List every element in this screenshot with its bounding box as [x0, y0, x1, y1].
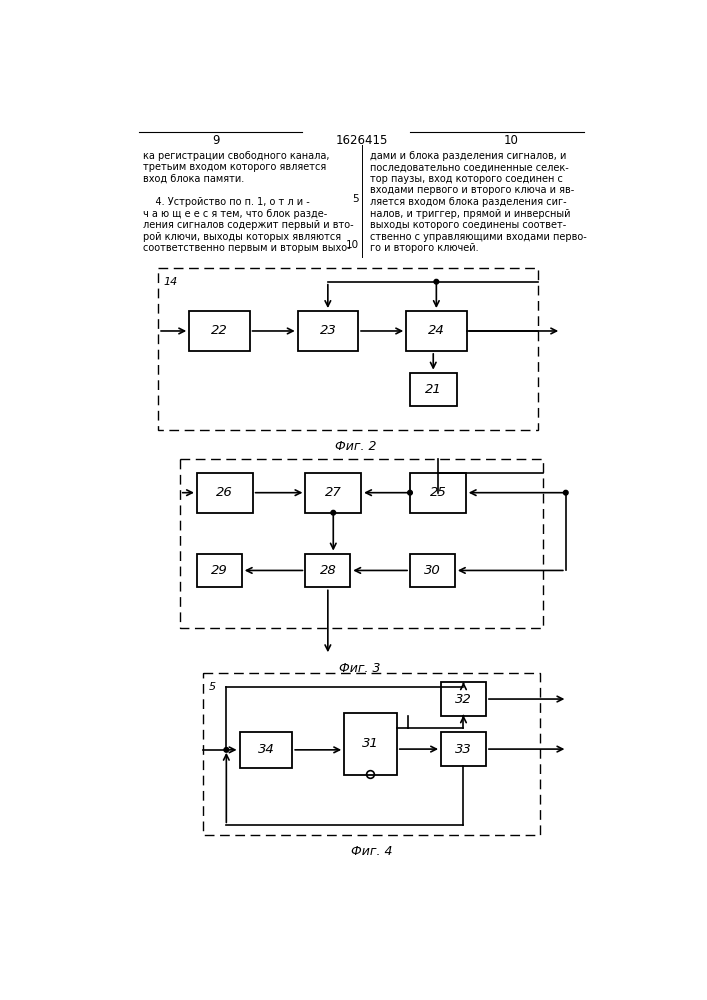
Text: дами и блока разделения сигналов, и: дами и блока разделения сигналов, и	[370, 151, 566, 161]
Bar	[410, 554, 455, 587]
Text: ственно с управляющими входами перво-: ственно с управляющими входами перво-	[370, 232, 586, 242]
Text: 26: 26	[216, 486, 233, 499]
Bar	[189, 311, 250, 351]
Text: 10: 10	[503, 134, 518, 147]
Text: налов, и триггер, прямой и инверсный: налов, и триггер, прямой и инверсный	[370, 209, 571, 219]
Bar	[158, 268, 538, 430]
Text: соответственно первым и вторым выхо-: соответственно первым и вторым выхо-	[143, 243, 350, 253]
Text: го и второго ключей.: го и второго ключей.	[370, 243, 479, 253]
Circle shape	[331, 510, 336, 515]
Text: ляется входом блока разделения сиг-: ляется входом блока разделения сиг-	[370, 197, 566, 207]
Text: тор паузы, вход которого соединен с: тор паузы, вход которого соединен с	[370, 174, 563, 184]
Bar	[410, 473, 466, 513]
Bar	[305, 554, 351, 587]
Text: ления сигналов содержит первый и вто-: ления сигналов содержит первый и вто-	[143, 220, 354, 230]
Text: Фиг. 4: Фиг. 4	[351, 845, 392, 858]
Text: 34: 34	[257, 743, 274, 756]
Text: 9: 9	[213, 134, 220, 147]
Circle shape	[563, 490, 568, 495]
Bar	[240, 732, 292, 768]
Bar	[406, 311, 467, 351]
Text: 21: 21	[425, 383, 442, 396]
Text: 14: 14	[163, 277, 177, 287]
Text: 30: 30	[424, 564, 441, 577]
Text: 5: 5	[352, 194, 359, 204]
Text: 28: 28	[320, 564, 337, 577]
Bar	[441, 732, 486, 766]
Text: 33: 33	[455, 743, 472, 756]
Text: Фиг. 2: Фиг. 2	[335, 440, 377, 453]
Bar	[180, 459, 542, 628]
Bar	[344, 713, 397, 774]
Text: 29: 29	[211, 564, 228, 577]
Text: Фиг. 3: Фиг. 3	[339, 662, 381, 675]
Text: 27: 27	[325, 486, 341, 499]
Circle shape	[224, 748, 228, 752]
Circle shape	[408, 490, 412, 495]
Text: 22: 22	[211, 324, 228, 337]
Bar	[410, 373, 457, 406]
Text: 5: 5	[209, 682, 216, 692]
Text: 4. Устройство по п. 1, о т л и -: 4. Устройство по п. 1, о т л и -	[143, 197, 310, 207]
Text: 1626415: 1626415	[336, 134, 388, 147]
Bar	[203, 673, 540, 835]
Bar	[197, 554, 242, 587]
Text: третьим входом которого является: третьим входом которого является	[143, 162, 326, 172]
Text: 31: 31	[362, 737, 379, 750]
Text: рой ключи, выходы которых являются: рой ключи, выходы которых являются	[143, 232, 341, 242]
Bar	[298, 311, 358, 351]
Text: вход блока памяти.: вход блока памяти.	[143, 174, 244, 184]
Bar	[197, 473, 252, 513]
Text: 24: 24	[428, 324, 445, 337]
Text: 32: 32	[455, 693, 472, 706]
Text: 25: 25	[430, 486, 446, 499]
Text: 10: 10	[346, 240, 359, 250]
Text: 23: 23	[320, 324, 337, 337]
Text: последовательно соединенные селек-: последовательно соединенные селек-	[370, 162, 568, 172]
Bar	[305, 473, 361, 513]
Text: входами первого и второго ключа и яв-: входами первого и второго ключа и яв-	[370, 185, 574, 195]
Text: ка регистрации свободного канала,: ка регистрации свободного канала,	[143, 151, 329, 161]
Bar	[441, 682, 486, 716]
Text: выходы которого соединены соответ-: выходы которого соединены соответ-	[370, 220, 566, 230]
Circle shape	[434, 279, 438, 284]
Text: ч а ю щ е е с я тем, что блок разде-: ч а ю щ е е с я тем, что блок разде-	[143, 209, 327, 219]
